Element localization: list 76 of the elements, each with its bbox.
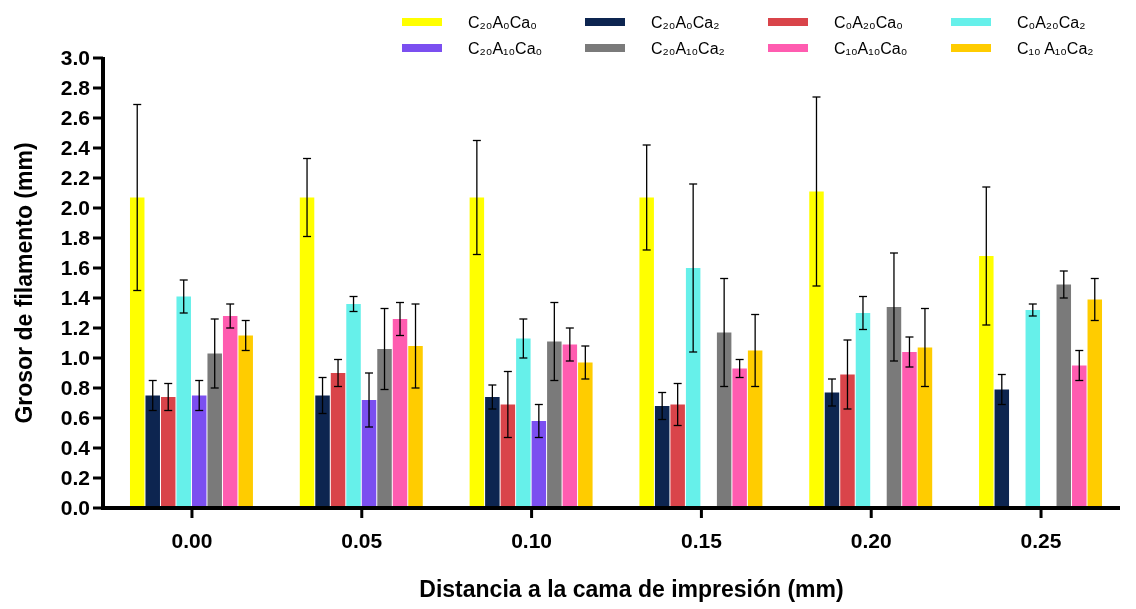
- legend-label: C₀A₂₀Ca₂: [1017, 13, 1086, 31]
- bar: [716, 332, 732, 508]
- bar: [886, 307, 902, 508]
- bar: [160, 397, 176, 508]
- bar: [222, 316, 238, 508]
- bar: [547, 341, 562, 508]
- bar: [979, 256, 994, 508]
- y-tick-label: 1.8: [60, 226, 91, 250]
- bar: [732, 368, 747, 508]
- y-tick-label: 2.0: [60, 196, 90, 220]
- legend-label: C₂₀A₀Ca₂: [651, 13, 720, 31]
- y-tick-label: 2.8: [60, 76, 91, 100]
- y-tick-label: 0.0: [60, 496, 90, 520]
- x-tick-label: 0.20: [850, 529, 892, 552]
- bar: [207, 353, 222, 508]
- x-tick-label: 0.00: [171, 529, 213, 552]
- y-tick-label: 1.0: [60, 346, 90, 370]
- bar: [129, 197, 145, 508]
- bar: [994, 389, 1010, 508]
- bar: [902, 352, 917, 508]
- y-tick-label: 1.2: [60, 316, 90, 340]
- bar: [562, 344, 578, 508]
- y-tick-label: 0.4: [60, 436, 91, 460]
- bar: [361, 400, 377, 508]
- y-tick-label: 0.6: [60, 406, 90, 430]
- legend-label: C₀A₂₀Ca₀: [834, 13, 903, 31]
- bar: [469, 197, 485, 508]
- y-tick-label: 3.0: [60, 46, 90, 70]
- bar: [145, 395, 160, 508]
- y-tick-label: 0.2: [60, 466, 90, 490]
- bar: [377, 349, 392, 508]
- bar: [654, 406, 670, 508]
- bar: [485, 397, 500, 508]
- y-tick-label: 2.4: [60, 136, 91, 160]
- bar: [747, 350, 763, 508]
- bar: [824, 392, 840, 508]
- y-tick-label: 1.6: [60, 256, 90, 280]
- bar: [809, 191, 824, 508]
- y-tick-label: 2.2: [60, 166, 90, 190]
- bar: [685, 268, 701, 508]
- y-axis-title: Grosor de filamento (mm): [11, 142, 37, 424]
- x-tick-label: 0.05: [341, 529, 383, 552]
- bar: [176, 296, 191, 508]
- bar: [392, 319, 408, 508]
- bar: [639, 197, 654, 508]
- legend-label: C₁₀ A₁₀Ca₂: [1017, 39, 1094, 57]
- bar: [330, 373, 346, 508]
- bar: [1056, 284, 1072, 508]
- y-tick-label: 0.8: [60, 376, 91, 400]
- y-tick-label: 1.4: [60, 286, 91, 310]
- bar: [578, 362, 593, 508]
- legend-label: C₂₀A₁₀Ca₀: [468, 39, 543, 57]
- bar: [516, 338, 531, 508]
- bar: [500, 404, 516, 508]
- bar: [191, 395, 207, 508]
- bar: [408, 346, 423, 508]
- legend-label: C₂₀A₁₀Ca₂: [651, 39, 725, 57]
- bar: [1072, 365, 1087, 508]
- bar: [670, 404, 685, 508]
- x-tick-label: 0.10: [511, 529, 553, 552]
- x-tick-label: 0.25: [1020, 529, 1062, 552]
- x-tick-label: 0.15: [680, 529, 723, 552]
- bar: [299, 197, 315, 508]
- bar: [840, 374, 855, 508]
- x-axis-title: Distancia a la cama de impresión (mm): [419, 576, 844, 602]
- bar: [1025, 310, 1041, 508]
- bar: [531, 421, 547, 508]
- bar: [315, 395, 330, 508]
- legend-label: C₂₀A₀Ca₀: [468, 13, 537, 31]
- legend-label: C₁₀A₁₀Ca₀: [834, 39, 908, 57]
- bar: [1087, 299, 1103, 508]
- bar: [917, 347, 933, 508]
- bar: [855, 313, 871, 508]
- bar: [238, 335, 253, 508]
- bar: [346, 304, 361, 508]
- y-tick-label: 2.6: [60, 106, 90, 130]
